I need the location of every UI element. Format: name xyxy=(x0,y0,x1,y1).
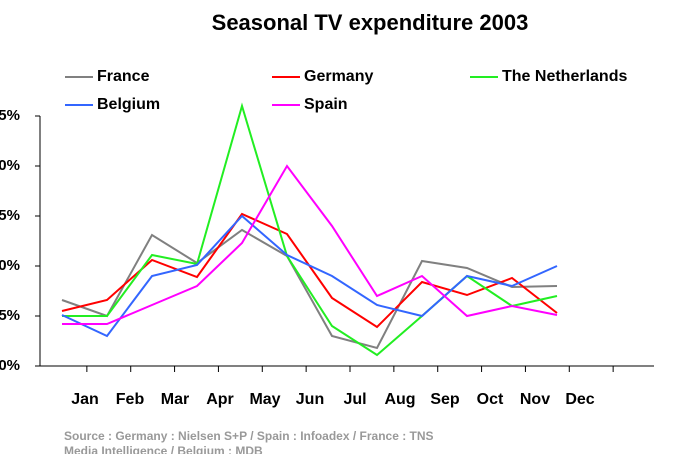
x-tick-label: Mar xyxy=(161,391,189,408)
x-tick-label: Nov xyxy=(520,391,550,408)
x-tick-label: May xyxy=(249,391,280,408)
x-tick-label: Jan xyxy=(71,391,99,408)
y-tick-label: 0% xyxy=(0,357,20,374)
series-line xyxy=(61,214,558,338)
source: Media Intelligence / Belgium : MDB xyxy=(64,444,263,454)
y-tick-label: 5% xyxy=(0,307,20,324)
y-tick-label: 25% xyxy=(0,107,20,124)
x-tick-label: Oct xyxy=(477,391,504,408)
x-tick-label: Dec xyxy=(565,391,594,408)
y-tick-label: 10% xyxy=(0,257,20,274)
legend-label: Spain xyxy=(304,96,348,113)
x-tick-label: Sep xyxy=(430,391,460,408)
chart-title: Seasonal TV expenditure 2003 xyxy=(212,10,529,35)
legend-label: Germany xyxy=(304,68,373,85)
x-tick-label: Jul xyxy=(343,391,366,408)
x-tick-label: Aug xyxy=(384,391,415,408)
series-line xyxy=(62,164,558,325)
source: Source : Germany : Nielsen S+P / Spain :… xyxy=(64,429,434,443)
series-line xyxy=(61,212,558,329)
y-tick-label: 15% xyxy=(0,207,20,224)
y-tick-label: 20% xyxy=(0,157,20,174)
x-tick-label: Jun xyxy=(296,391,324,408)
legend-label: The Netherlands xyxy=(502,68,627,85)
legend-label: France xyxy=(97,68,150,85)
x-tick-label: Feb xyxy=(116,391,145,408)
series-line xyxy=(62,102,558,357)
series-line xyxy=(61,228,558,350)
legend-label: Belgium xyxy=(97,96,160,113)
x-tick-label: Apr xyxy=(206,391,234,408)
